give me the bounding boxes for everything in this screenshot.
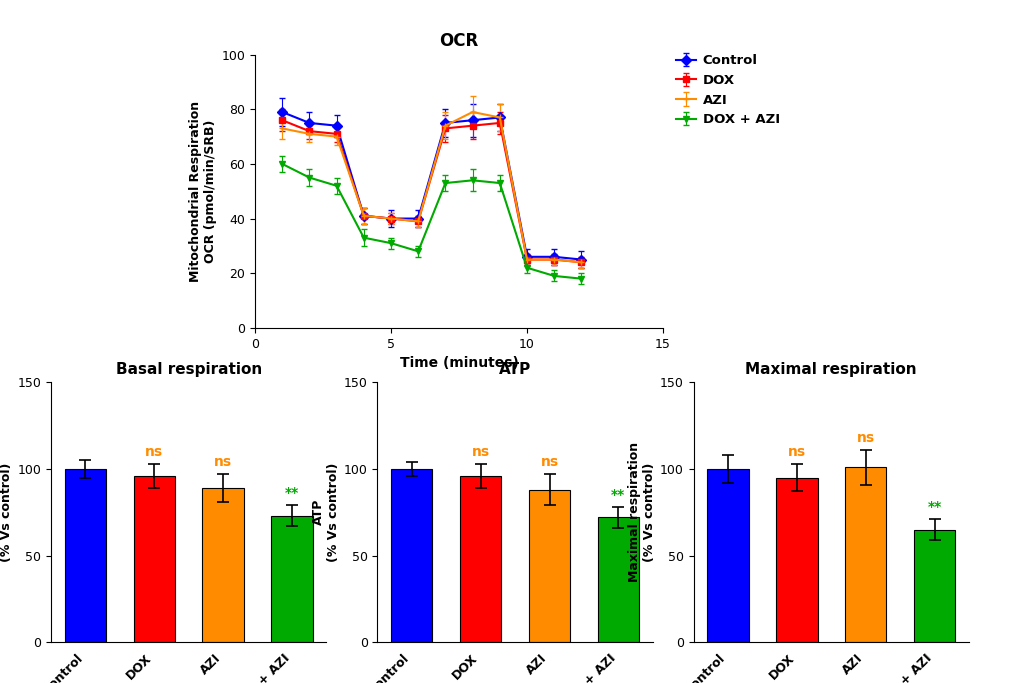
- Text: ns: ns: [471, 445, 489, 458]
- Text: **: **: [284, 486, 299, 500]
- Text: ns: ns: [856, 431, 874, 445]
- Bar: [202, 488, 244, 642]
- Y-axis label: Maximal respiration
(% Vs control): Maximal respiration (% Vs control): [628, 442, 655, 583]
- Bar: [529, 490, 570, 642]
- Bar: [271, 516, 313, 642]
- X-axis label: Time (minutes): Time (minutes): [399, 356, 518, 370]
- Bar: [597, 518, 638, 642]
- Bar: [65, 469, 106, 642]
- Bar: [460, 476, 501, 642]
- Title: ATP: ATP: [498, 362, 531, 377]
- Text: ns: ns: [787, 445, 805, 458]
- Text: **: **: [926, 500, 941, 514]
- Bar: [391, 469, 432, 642]
- Bar: [775, 477, 817, 642]
- Y-axis label: Mitochondrial Respiration
OCR (pmol/min/SRB): Mitochondrial Respiration OCR (pmol/min/…: [190, 100, 217, 282]
- Y-axis label: Basal respiration
(% Vs control): Basal respiration (% Vs control): [0, 453, 13, 572]
- Text: **: **: [610, 488, 625, 502]
- Bar: [707, 469, 748, 642]
- Title: Basal respiration: Basal respiration: [115, 362, 262, 377]
- Bar: [133, 476, 175, 642]
- Text: ns: ns: [214, 455, 232, 469]
- Bar: [845, 467, 886, 642]
- Text: ns: ns: [145, 445, 163, 458]
- Title: OCR: OCR: [439, 32, 478, 51]
- Y-axis label: ATP
(% Vs control): ATP (% Vs control): [312, 462, 339, 562]
- Legend: Control, DOX, AZI, DOX + AZI: Control, DOX, AZI, DOX + AZI: [671, 49, 785, 132]
- Text: ns: ns: [540, 455, 558, 469]
- Bar: [913, 529, 955, 642]
- Title: Maximal respiration: Maximal respiration: [745, 362, 916, 377]
